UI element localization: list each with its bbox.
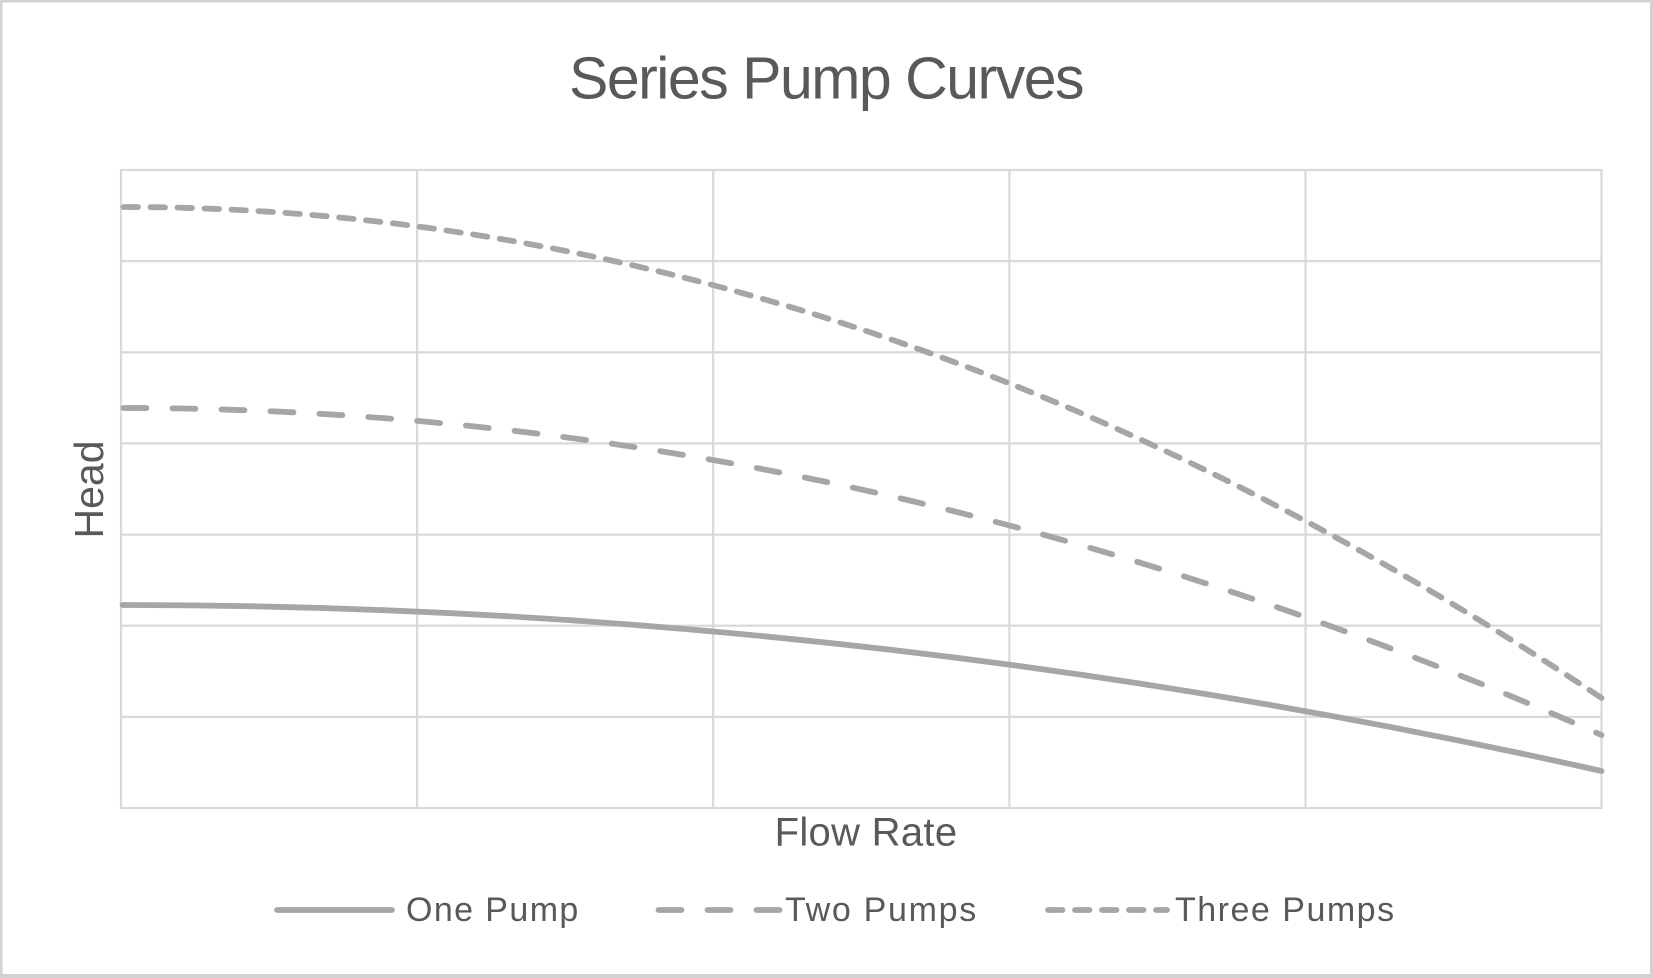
- svg-text:Series Pump Curves: Series Pump Curves: [569, 46, 1083, 112]
- svg-text:Head: Head: [66, 440, 112, 538]
- svg-text:Two Pumps: Two Pumps: [785, 891, 978, 929]
- svg-text:Flow Rate: Flow Rate: [775, 811, 958, 855]
- svg-text:One Pump: One Pump: [406, 891, 580, 929]
- svg-text:Three Pumps: Three Pumps: [1175, 891, 1396, 929]
